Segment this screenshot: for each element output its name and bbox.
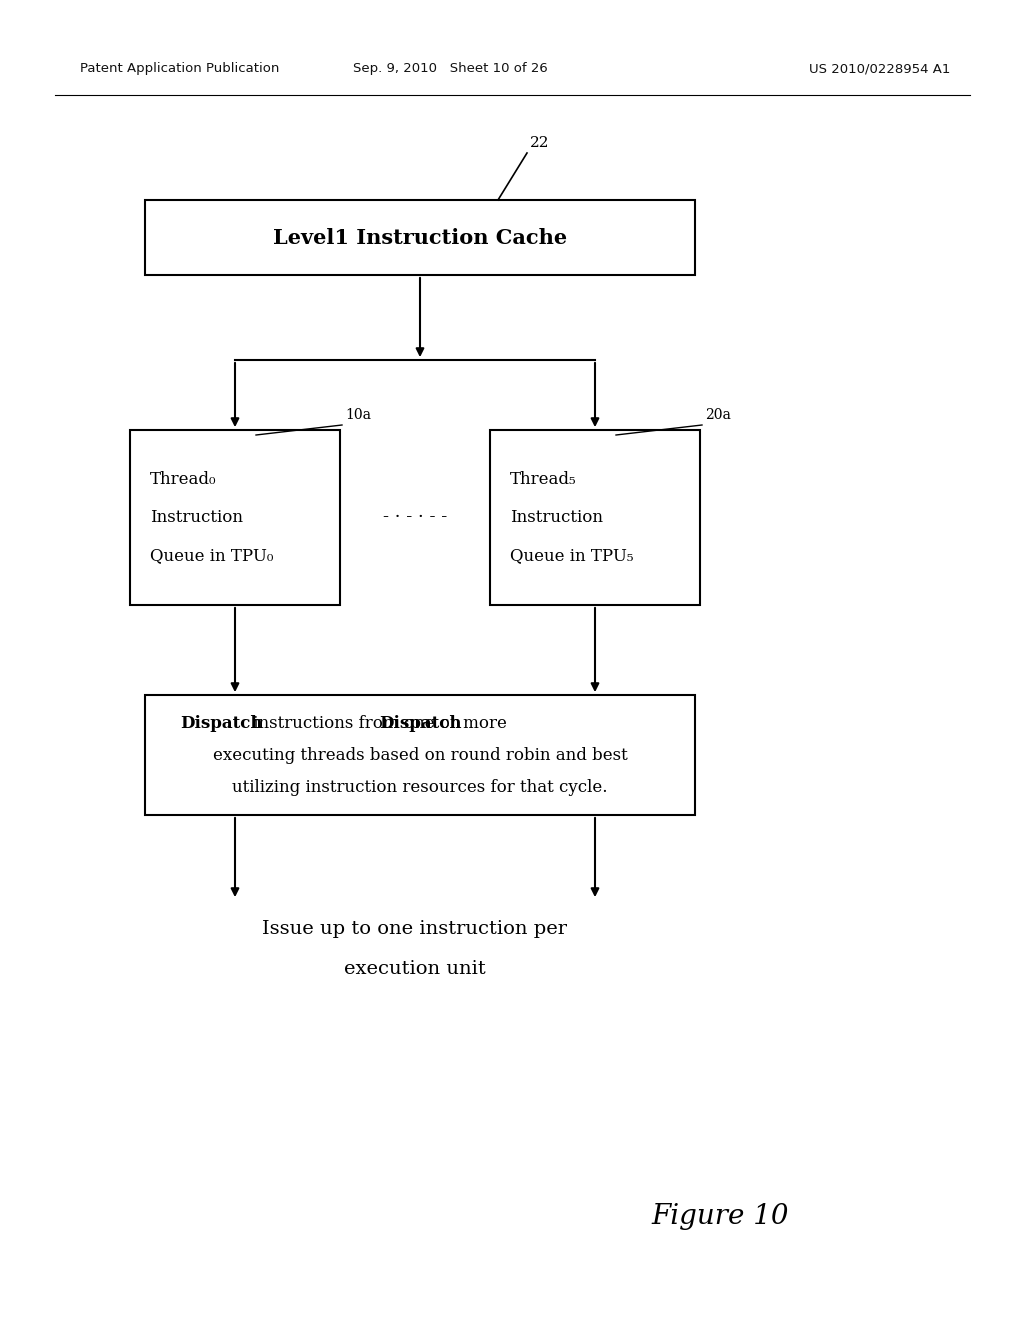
Text: Level1 Instruction Cache: Level1 Instruction Cache	[273, 227, 567, 248]
Text: Thread₀: Thread₀	[150, 471, 216, 488]
Text: - · - · - -: - · - · - -	[383, 508, 447, 527]
Text: US 2010/0228954 A1: US 2010/0228954 A1	[809, 62, 950, 75]
Bar	[130, 430, 340, 605]
Text: Issue up to one instruction per: Issue up to one instruction per	[262, 920, 567, 939]
Text: Thread₅: Thread₅	[510, 471, 577, 488]
Text: Queue in TPU₅: Queue in TPU₅	[510, 546, 634, 564]
Text: executing threads based on round robin and best: executing threads based on round robin a…	[213, 747, 628, 763]
Text: execution unit: execution unit	[344, 960, 485, 978]
Text: Queue in TPU₀: Queue in TPU₀	[150, 546, 273, 564]
Text: Instruction: Instruction	[510, 510, 603, 525]
Text: Patent Application Publication: Patent Application Publication	[80, 62, 280, 75]
Text: 20a: 20a	[705, 408, 731, 422]
Text: Sep. 9, 2010   Sheet 10 of 26: Sep. 9, 2010 Sheet 10 of 26	[352, 62, 548, 75]
Text: Dispatch: Dispatch	[180, 714, 262, 731]
Text: 10a: 10a	[345, 408, 371, 422]
Bar	[145, 696, 695, 814]
Text: Figure 10: Figure 10	[651, 1203, 788, 1230]
Bar	[490, 430, 700, 605]
Text: 22: 22	[530, 136, 550, 150]
Text: Dispatch: Dispatch	[379, 714, 461, 731]
Text: Instruction: Instruction	[150, 510, 243, 525]
Bar	[145, 201, 695, 275]
Text: instructions from one or more: instructions from one or more	[248, 714, 507, 731]
Text: utilizing instruction resources for that cycle.: utilizing instruction resources for that…	[232, 779, 608, 796]
